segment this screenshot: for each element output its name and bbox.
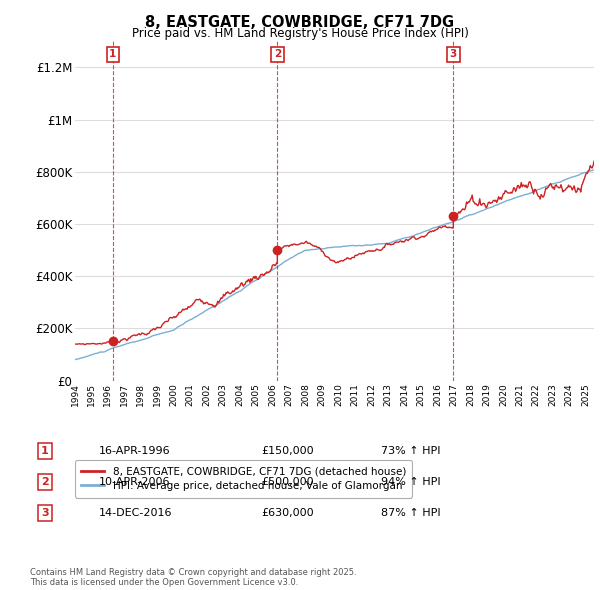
Legend: 8, EASTGATE, COWBRIDGE, CF71 7DG (detached house), HPI: Average price, detached : 8, EASTGATE, COWBRIDGE, CF71 7DG (detach… [75, 460, 412, 497]
Text: £500,000: £500,000 [261, 477, 314, 487]
Text: 16-APR-1996: 16-APR-1996 [99, 447, 170, 456]
Text: 1: 1 [109, 50, 116, 60]
Text: Price paid vs. HM Land Registry's House Price Index (HPI): Price paid vs. HM Land Registry's House … [131, 27, 469, 40]
Text: 8, EASTGATE, COWBRIDGE, CF71 7DG: 8, EASTGATE, COWBRIDGE, CF71 7DG [145, 15, 455, 30]
Text: 10-APR-2006: 10-APR-2006 [99, 477, 170, 487]
Text: £630,000: £630,000 [261, 508, 314, 517]
Text: 1: 1 [41, 447, 49, 456]
Text: 73% ↑ HPI: 73% ↑ HPI [381, 447, 440, 456]
Text: 3: 3 [449, 50, 457, 60]
Text: Contains HM Land Registry data © Crown copyright and database right 2025.
This d: Contains HM Land Registry data © Crown c… [30, 568, 356, 587]
Text: 2: 2 [274, 50, 281, 60]
Text: £150,000: £150,000 [261, 447, 314, 456]
Text: 3: 3 [41, 508, 49, 517]
Text: 87% ↑ HPI: 87% ↑ HPI [381, 508, 440, 517]
Text: 14-DEC-2016: 14-DEC-2016 [99, 508, 173, 517]
Text: 2: 2 [41, 477, 49, 487]
Text: 94% ↑ HPI: 94% ↑ HPI [381, 477, 440, 487]
